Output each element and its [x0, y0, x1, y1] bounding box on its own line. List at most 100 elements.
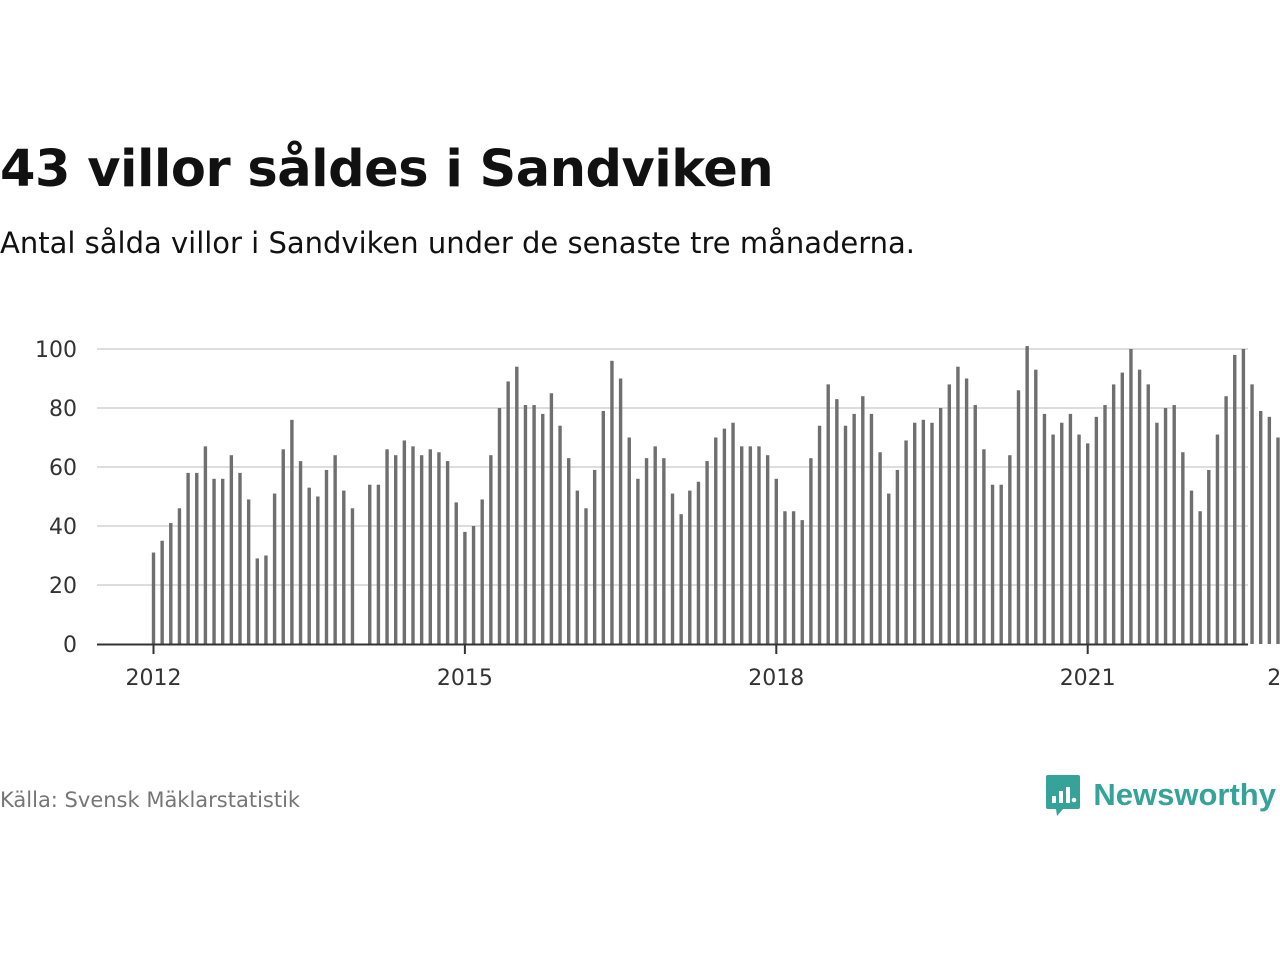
bar: [342, 490, 346, 644]
bar: [740, 446, 744, 644]
bar: [765, 455, 770, 644]
y-tick-label: 0: [63, 633, 77, 658]
x-tick-label: 2012: [126, 666, 182, 691]
bar: [376, 484, 381, 644]
bar: [1207, 469, 1211, 644]
bar: [177, 508, 182, 644]
bar: [221, 478, 225, 644]
bar: [1163, 408, 1168, 644]
bar: [869, 413, 874, 644]
bar: [1267, 416, 1272, 644]
x-tick-label: 2021: [1060, 666, 1116, 691]
bar: [990, 484, 995, 644]
bar: [1111, 384, 1116, 644]
bar: [489, 455, 493, 644]
bar: [454, 502, 458, 644]
bar: [584, 508, 588, 644]
bar: [428, 449, 432, 644]
bar: [506, 381, 510, 644]
bar: [999, 484, 1003, 644]
bar: [618, 378, 623, 644]
brand-name: Newsworthy: [1093, 777, 1276, 812]
x-tick-label: 2015: [437, 666, 493, 691]
bar: [722, 428, 727, 644]
bar: [731, 422, 735, 644]
bar: [402, 440, 407, 644]
bar: [947, 384, 951, 644]
bar: [791, 511, 796, 644]
bar: [1034, 369, 1038, 644]
bar: [281, 449, 285, 644]
bars: [151, 346, 1280, 644]
y-tick-label: 60: [49, 456, 77, 481]
bar: [437, 452, 441, 644]
bar: [246, 499, 251, 644]
bar: [1060, 422, 1064, 644]
bar: [861, 396, 865, 644]
bar: [670, 493, 675, 644]
bar: [333, 455, 337, 644]
bar: [1259, 410, 1263, 644]
bar: [255, 558, 259, 644]
bar: [445, 461, 450, 644]
bar: [229, 455, 234, 644]
bar: [1146, 384, 1150, 644]
y-tick-label: 100: [35, 338, 77, 363]
y-tick-label: 20: [49, 574, 77, 599]
bar: [1137, 369, 1142, 644]
bar: [419, 455, 424, 644]
bar: [610, 360, 614, 644]
bar: [887, 493, 891, 644]
source-note: Källa: Svensk Mäklarstatistik: [0, 788, 301, 812]
bar: [523, 405, 528, 644]
bar: [350, 508, 355, 644]
bar: [497, 408, 502, 644]
bar: [1181, 452, 1185, 644]
chart-title: 43 villor såldes i Sandviken: [0, 140, 774, 199]
bar: [264, 555, 268, 644]
bar: [195, 472, 199, 644]
bar: [636, 478, 640, 644]
bar: [826, 384, 830, 644]
bar: [1241, 349, 1246, 644]
bar: [368, 484, 372, 644]
bar: [1103, 405, 1107, 644]
bar: [549, 393, 554, 644]
bar: [1094, 416, 1099, 644]
bar: [809, 458, 813, 644]
bar: [1215, 434, 1220, 644]
bar: [1016, 390, 1021, 644]
bar: [757, 446, 761, 644]
bar: [324, 469, 329, 644]
bar: [1068, 413, 1073, 644]
bar: [471, 526, 476, 644]
bar: [1224, 396, 1228, 644]
x-tick-label: 2018: [748, 666, 804, 691]
chart-subtitle: Antal sålda villor i Sandviken under de …: [0, 226, 916, 260]
bar: [714, 437, 718, 644]
bar: [186, 472, 190, 644]
bar: [800, 520, 804, 644]
bar: [575, 490, 580, 644]
bar: [783, 511, 787, 644]
bar: [1042, 413, 1047, 644]
x-tick-label: 2023: [1267, 666, 1280, 691]
bar: [774, 478, 778, 644]
y-tick-label: 40: [49, 515, 77, 540]
bar: [1077, 434, 1081, 644]
x-tick-labels: 2012 2015 2018 2021 2023: [126, 666, 1280, 691]
bar: [212, 478, 216, 644]
bar: [843, 425, 848, 644]
brand-logo[interactable]: Newsworthy: [1045, 773, 1276, 817]
bar: [653, 446, 657, 644]
bar: [688, 490, 692, 644]
bar: [1129, 349, 1133, 644]
bar: [558, 425, 562, 644]
bar: [913, 422, 917, 644]
bar: [272, 493, 277, 644]
bar: [1250, 384, 1254, 644]
bar: [1086, 443, 1090, 644]
bar: [385, 449, 389, 644]
bar: [298, 461, 303, 644]
